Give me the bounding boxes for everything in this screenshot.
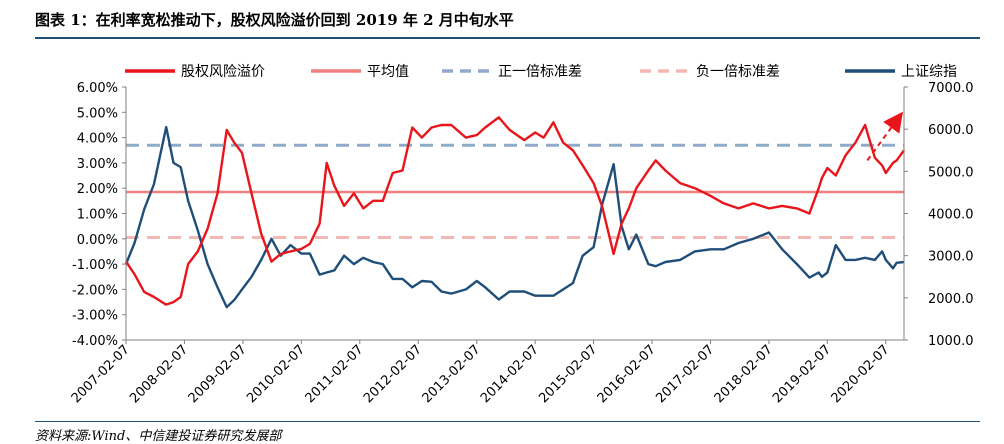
x-tick-label: 2011-02-07 [303, 342, 367, 406]
legend-label: 平均值 [367, 64, 409, 80]
series-layer [124, 111, 905, 309]
legend-item-minus-one-std: 负一倍标准差 [640, 64, 780, 80]
legend-label: 股权风险溢价 [181, 64, 265, 80]
reference-lines [126, 143, 904, 239]
left-tick-label: 0.00% [77, 233, 118, 248]
source-note: 资料来源:Wind、中信建投证券研究发展部 [35, 429, 282, 444]
chart: 股权风险溢价 平均值 正一倍标准差 负一倍标准差 上证综指 6.00% 5.00% 4.00… [69, 64, 974, 406]
left-tick-label: 1.00% [77, 208, 118, 223]
x-tick-label: 2010-02-07 [244, 342, 308, 406]
x-tick-label: 2013-02-07 [420, 342, 484, 406]
legend: 股权风险溢价 平均值 正一倍标准差 负一倍标准差 上证综指 [125, 64, 957, 80]
left-tick-label: 2.00% [77, 182, 118, 197]
x-tick-label: 2016-02-07 [595, 342, 659, 406]
left-tick-label: 5.00% [77, 106, 118, 121]
series-risk-premium [125, 116, 905, 306]
axes: 6.00% 5.00% 4.00% 3.00% 2.00% 1.00% 0.00% -1.00… [69, 81, 974, 406]
x-tick-label: 2018-02-07 [712, 342, 776, 406]
left-tick-label: 4.00% [77, 132, 118, 147]
x-tick-label: 2012-02-07 [361, 342, 425, 406]
figure-title: 图表 1：在利率宽松推动下，股权风险溢价回到 2019 年 2 月中旬水平 [35, 11, 514, 29]
legend-label: 正一倍标准差 [498, 64, 582, 80]
left-tick-label: 6.00% [77, 81, 118, 96]
x-tick-label: 2019-02-07 [770, 342, 834, 406]
left-tick-label: -4.00% [72, 334, 118, 349]
legend-item-plus-one-std: 正一倍标准差 [442, 64, 582, 80]
right-tick-label: 2000.0 [928, 292, 974, 307]
series-shanghai-index [124, 125, 905, 309]
left-tick-label: 3.00% [77, 157, 118, 172]
legend-label: 负一倍标准差 [696, 64, 780, 80]
trend-arrow [866, 111, 903, 161]
legend-item-average: 平均值 [311, 64, 409, 80]
right-tick-label: 3000.0 [928, 250, 974, 265]
legend-label: 上证综指 [901, 64, 957, 80]
right-tick-label: 5000.0 [928, 165, 974, 180]
title-rule [35, 37, 980, 39]
right-tick-label: 1000.0 [928, 334, 974, 349]
right-tick-label: 7000.0 [928, 81, 974, 96]
legend-item-shanghai-index: 上证综指 [845, 64, 957, 80]
left-tick-label: -2.00% [72, 283, 118, 298]
left-tick-label: -1.00% [72, 258, 118, 273]
x-tick-label: 2020-02-07 [829, 342, 893, 406]
legend-item-risk-premium: 股权风险溢价 [125, 64, 265, 80]
x-tick-label: 2008-02-07 [127, 342, 191, 406]
x-tick-label: 2014-02-07 [478, 342, 542, 406]
x-tick-label: 2009-02-07 [186, 342, 250, 406]
right-tick-label: 4000.0 [928, 208, 974, 223]
source-rule [35, 421, 980, 422]
left-tick-label: -3.00% [72, 309, 118, 324]
x-tick-label: 2015-02-07 [536, 342, 600, 406]
right-tick-label: 6000.0 [928, 123, 974, 138]
x-tick-label: 2007-02-07 [69, 342, 133, 406]
x-tick-label: 2017-02-07 [653, 342, 717, 406]
